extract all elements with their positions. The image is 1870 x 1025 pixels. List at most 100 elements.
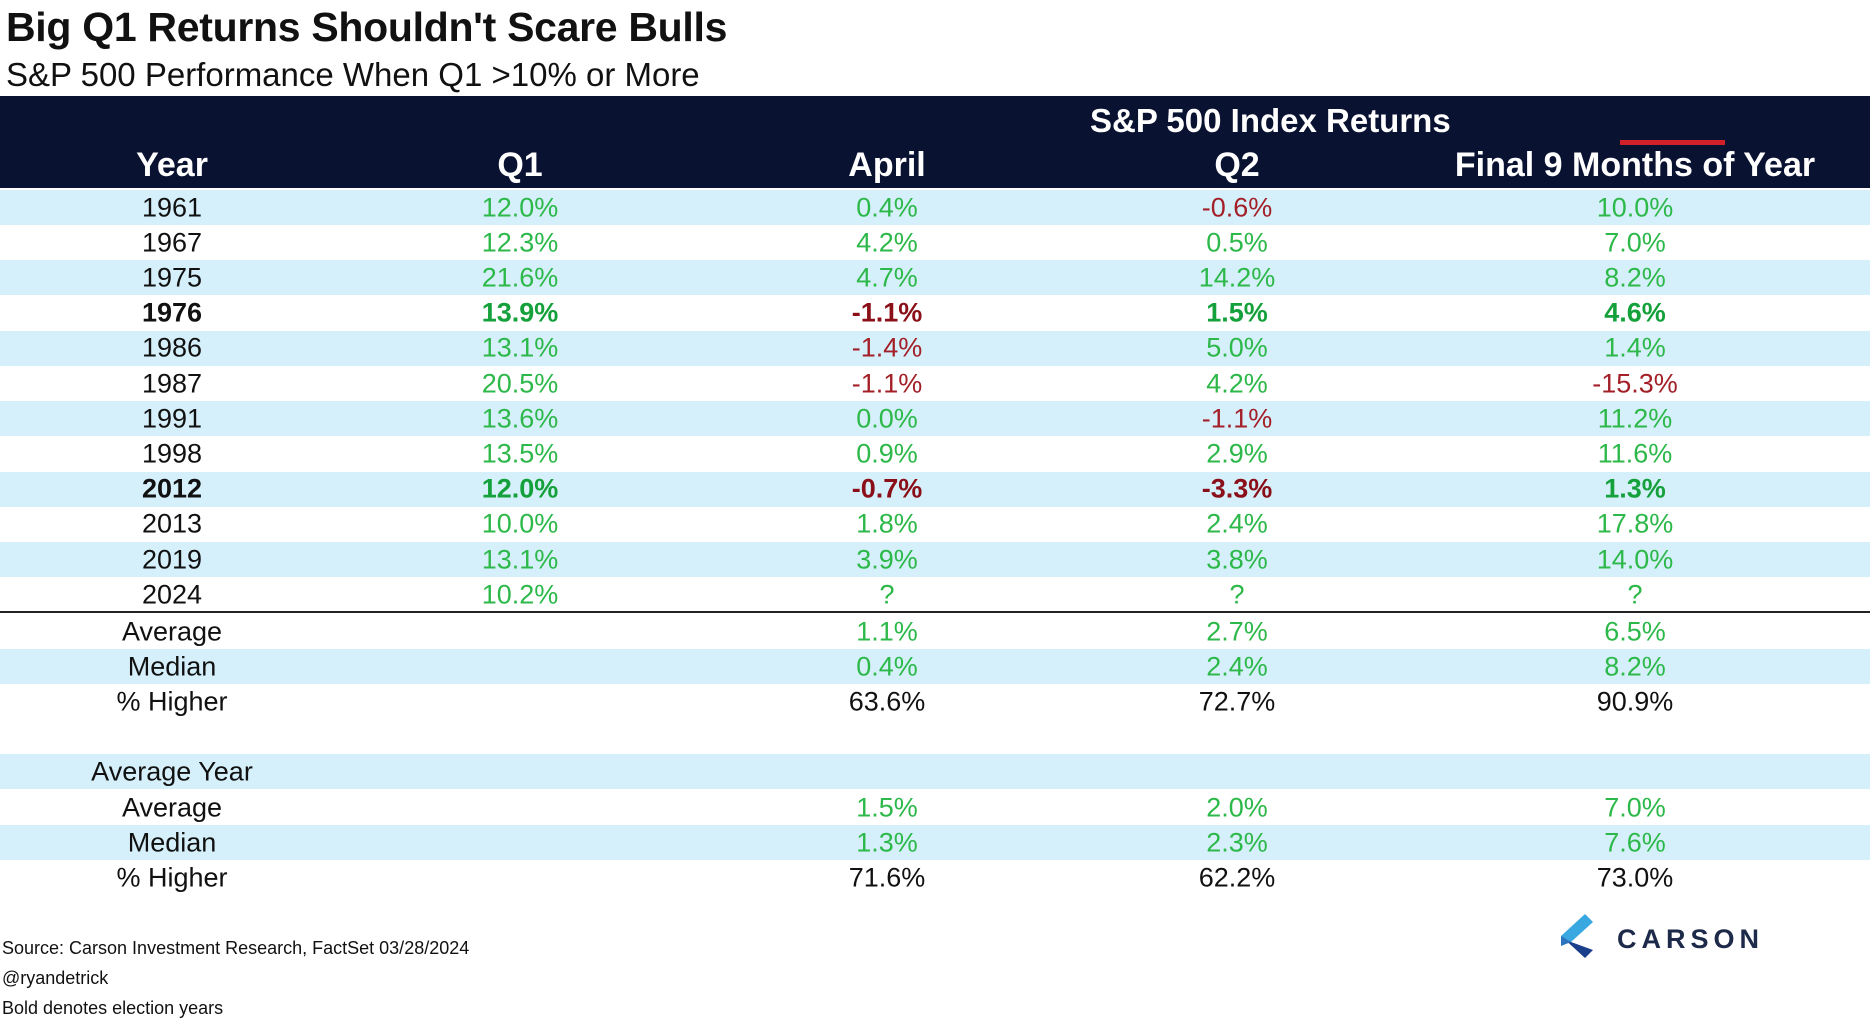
final-9-months-cell: 6.5% xyxy=(1604,616,1666,646)
april-cell: -1.4% xyxy=(851,332,923,363)
final-9-months-cell: 90.9% xyxy=(1596,686,1674,717)
summary-row: Average 1.5% 2.0% 7.0% xyxy=(0,790,1870,825)
table-row: 2024 10.2%??? xyxy=(0,577,1870,612)
table-row: 1998 13.5% 0.9% 2.9% 11.6% xyxy=(0,436,1870,471)
q1-cell: 13.5% xyxy=(481,438,559,469)
column-header-q2: Q2 xyxy=(1214,146,1260,184)
q2-cell: 62.2% xyxy=(1198,862,1276,893)
table-row: 1991 13.6% 0.0% -1.1% 11.2% xyxy=(0,401,1870,437)
q1-cell: 10.2% xyxy=(481,579,559,610)
q1-cell: 12.0% xyxy=(481,473,559,504)
q2-cell: 2.7% xyxy=(1206,616,1268,646)
q1-cell: 12.0% xyxy=(481,192,559,222)
year-cell: 1961 xyxy=(141,192,203,222)
final-9-months-cell: 11.2% xyxy=(1597,403,1673,434)
april-cell: -1.1% xyxy=(851,297,923,328)
summary-label: Average xyxy=(121,792,223,822)
april-cell: -1.1% xyxy=(851,368,923,398)
april-cell: 0.4% xyxy=(856,192,918,222)
april-cell: 1.1% xyxy=(856,616,918,646)
q2-cell: 2.9% xyxy=(1206,438,1268,469)
q2-cell: 3.8% xyxy=(1206,544,1268,574)
april-cell: 3.9% xyxy=(856,544,918,574)
table-header: S&P 500 Index Returns Year Q1 April Q2 F… xyxy=(0,96,1870,188)
year-cell: 1975 xyxy=(141,262,203,293)
year-cell: 2019 xyxy=(141,544,203,574)
final-9-months-cell: 4.6% xyxy=(1604,297,1666,328)
summary-label: Average xyxy=(121,616,223,646)
q1-cell: 10.0% xyxy=(481,508,559,539)
april-cell: 4.2% xyxy=(856,227,918,258)
chart-title: Big Q1 Returns Shouldn't Scare Bulls xyxy=(6,4,728,50)
table-row: 2012 12.0% -0.7% -3.3% 1.3% xyxy=(0,471,1870,507)
final-9-months-cell: 17.8% xyxy=(1596,508,1674,539)
final-9-months-cell: 8.2% xyxy=(1604,262,1666,293)
carson-logo: CARSON xyxy=(1555,912,1785,968)
column-header-q1: Q1 xyxy=(497,146,543,184)
red-accent-bar xyxy=(1620,140,1725,145)
april-cell: 4.7% xyxy=(856,262,918,293)
q2-cell: 1.5% xyxy=(1206,297,1268,328)
april-cell: 71.6% xyxy=(848,862,926,893)
q2-cell: 5.0% xyxy=(1206,332,1268,363)
summary-label: % Higher xyxy=(116,862,228,893)
april-cell: 0.0% xyxy=(856,403,918,434)
final-9-months-cell: 7.6% xyxy=(1604,827,1666,858)
summary-row: Median 0.4% 2.4% 8.2% xyxy=(0,649,1870,685)
q1-cell: 20.5% xyxy=(481,368,559,398)
summary-label: Median xyxy=(127,827,217,858)
carson-logo-text: CARSON xyxy=(1617,924,1765,954)
q2-cell: 0.5% xyxy=(1206,227,1268,258)
table-row: 1986 13.1% -1.4% 5.0% 1.4% xyxy=(0,330,1870,366)
q1-cell: 12.3% xyxy=(481,227,559,258)
column-header-april: April xyxy=(848,146,926,184)
summary-row: % Higher 63.6% 72.7% 90.9% xyxy=(0,684,1870,719)
q2-cell: 72.7% xyxy=(1198,686,1276,717)
year-cell: 2012 xyxy=(141,473,203,504)
april-cell: 63.6% xyxy=(848,686,926,717)
q2-cell: -3.3% xyxy=(1201,473,1273,504)
year-cell: 1986 xyxy=(141,332,203,363)
summary-row: Median 1.3% 2.3% 7.6% xyxy=(0,825,1870,861)
summary-label: Median xyxy=(127,651,217,682)
column-header-year: Year xyxy=(136,146,208,184)
table-row: 1967 12.3% 4.2% 0.5% 7.0% xyxy=(0,225,1870,260)
year-cell: 1987 xyxy=(141,368,203,398)
q1-cell: 21.6% xyxy=(481,262,559,293)
summary-row: Average 1.1% 2.7% 6.5% xyxy=(0,614,1870,649)
year-cell: 2013 xyxy=(141,508,203,539)
april-cell: ? xyxy=(879,579,895,610)
april-cell: 0.9% xyxy=(856,438,918,469)
year-cell: 1991 xyxy=(141,403,203,434)
q1-cell: 13.6% xyxy=(481,403,559,434)
summary-divider xyxy=(0,611,1870,613)
final-9-months-cell: 73.0% xyxy=(1596,862,1674,893)
q2-cell: 14.2% xyxy=(1198,262,1276,293)
q2-cell: -0.6% xyxy=(1201,192,1273,222)
final-9-months-cell: 14.0% xyxy=(1596,544,1674,574)
final-9-months-cell: 1.3% xyxy=(1604,473,1666,504)
source-note: Source: Carson Investment Research, Fact… xyxy=(2,938,470,958)
april-cell: 0.4% xyxy=(856,651,918,682)
year-cell: 1976 xyxy=(141,297,203,328)
table-row: 1987 20.5% -1.1% 4.2% -15.3% xyxy=(0,366,1870,401)
average-year-label: Average Year xyxy=(91,756,253,786)
summary-row: % Higher 71.6% 62.2% 73.0% xyxy=(0,860,1870,895)
final-9-months-cell: 1.4% xyxy=(1604,332,1666,363)
q2-cell: ? xyxy=(1229,579,1245,610)
final-9-months-cell: -15.3% xyxy=(1592,368,1678,398)
q2-cell: -1.1% xyxy=(1201,403,1273,434)
final-9-months-cell: ? xyxy=(1627,579,1643,610)
q2-cell: 2.3% xyxy=(1206,827,1268,858)
final-9-months-cell: 7.0% xyxy=(1604,792,1666,822)
q2-cell: 2.0% xyxy=(1206,792,1268,822)
column-header-final-9-months: Final 9 Months of Year xyxy=(1454,146,1816,184)
april-cell: -0.7% xyxy=(851,473,923,504)
average-year-header-row: Average Year xyxy=(0,754,1870,789)
year-cell: 1967 xyxy=(141,227,203,258)
table-row: 2019 13.1% 3.9% 3.8% 14.0% xyxy=(0,542,1870,577)
table-row: 1961 12.0% 0.4% -0.6% 10.0% xyxy=(0,190,1870,225)
author-handle: @ryandetrick xyxy=(2,968,109,988)
final-9-months-cell: 11.6% xyxy=(1597,438,1673,469)
q2-cell: 4.2% xyxy=(1206,368,1268,398)
